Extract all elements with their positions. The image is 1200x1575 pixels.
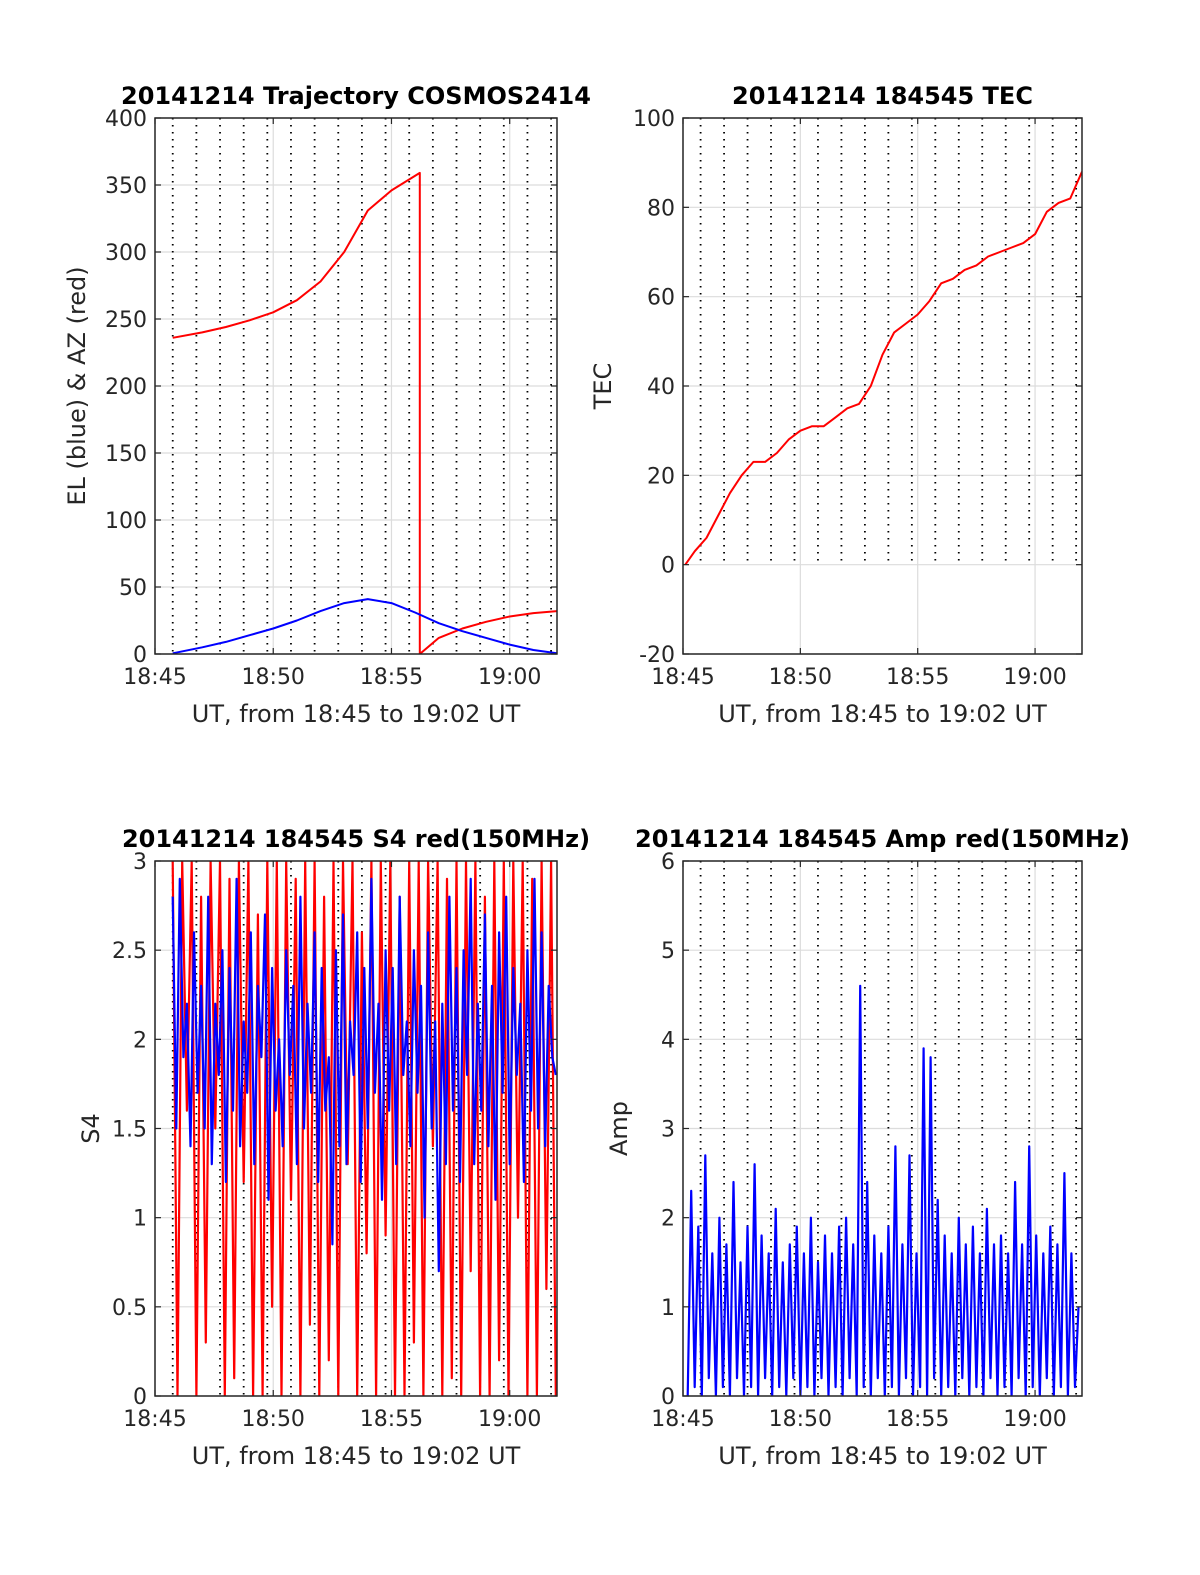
- series-line-2: [172, 598, 557, 654]
- y-tick-label: 0: [133, 1385, 147, 1410]
- panel-tec: -20 0 20 40 60 80 100 18:45 18:50 18:55 19:00 20141…: [589, 82, 1083, 728]
- panel-amp: 0 1 2 3 4 5 6 18:45 18:50 18:55 19:00 20141214 1845…: [605, 825, 1130, 1470]
- y-tick-label: 0.5: [112, 1296, 147, 1321]
- y-tick-label: 100: [633, 107, 675, 132]
- y-tick-label: 2: [661, 1207, 675, 1232]
- panel-trajectory: 0 50 100 150 200 250 300 350 400 18:45 18:50 18:55 1…: [63, 82, 591, 728]
- y-tick-label: 80: [647, 196, 675, 221]
- chart-title: 20141214 Trajectory COSMOS2414: [121, 82, 591, 110]
- y-axis-label: TEC: [589, 363, 617, 411]
- x-tick-label: 18:55: [886, 665, 949, 690]
- y-tick-label: 20: [647, 464, 675, 489]
- x-tick-label: 18:55: [360, 665, 423, 690]
- y-tick-label: 200: [105, 375, 147, 400]
- panel-s4: 0 0.5 1 1.5 2 2.5 3 18:45 18:50 18:55 19:00 2014121…: [77, 825, 590, 1470]
- series-line-1: [172, 171, 557, 654]
- y-tick-label: 0: [661, 554, 675, 579]
- y-tick-label: 50: [119, 576, 147, 601]
- chart-title: 20141214 184545 Amp red(150MHz): [635, 825, 1130, 853]
- series-line-2: [171, 877, 557, 1273]
- x-tick-label: 18:45: [123, 665, 186, 690]
- y-tick-label: 40: [647, 375, 675, 400]
- x-tick-label: 18:45: [651, 665, 714, 690]
- x-tick-label: 18:50: [769, 665, 832, 690]
- y-tick-label: 5: [661, 939, 675, 964]
- y-tick-label: 1.5: [112, 1118, 147, 1143]
- y-tick-label: 2: [133, 1028, 147, 1053]
- y-tick-label: 150: [105, 442, 147, 467]
- series-line-1: [684, 171, 1082, 566]
- x-tick-label: 19:00: [1003, 1407, 1066, 1432]
- y-tick-label: 100: [105, 509, 147, 534]
- y-tick-label: 6: [661, 850, 675, 875]
- x-tick-label: 18:45: [123, 1407, 186, 1432]
- chart-title: 20141214 184545 TEC: [732, 82, 1033, 110]
- x-axis-label: UT, from 18:45 to 19:02 UT: [192, 700, 521, 728]
- y-axis-label: S4: [77, 1113, 105, 1144]
- x-axis-label: UT, from 18:45 to 19:02 UT: [718, 700, 1047, 728]
- y-tick-label: 60: [647, 286, 675, 311]
- x-axis-label: UT, from 18:45 to 19:02 UT: [718, 1442, 1047, 1470]
- y-tick-label: 4: [661, 1028, 675, 1053]
- y-tick-label: 1: [133, 1207, 147, 1232]
- x-tick-label: 18:55: [886, 1407, 949, 1432]
- x-tick-label: 18:55: [360, 1407, 423, 1432]
- series-line-1: [686, 984, 1080, 1396]
- y-axis-label: EL (blue) & AZ (red): [63, 266, 91, 505]
- series-line-1: [171, 861, 557, 1396]
- y-tick-label: 3: [133, 850, 147, 875]
- chart-title: 20141214 184545 S4 red(150MHz): [122, 825, 590, 853]
- y-axis-label: Amp: [605, 1101, 633, 1156]
- x-tick-label: 19:00: [478, 1407, 541, 1432]
- y-tick-label: 3: [661, 1118, 675, 1143]
- x-tick-label: 18:50: [242, 1407, 305, 1432]
- y-tick-label: 300: [105, 241, 147, 266]
- y-tick-label: 0: [133, 643, 147, 668]
- y-tick-label: 400: [105, 107, 147, 132]
- x-tick-label: 18:50: [769, 1407, 832, 1432]
- x-tick-label: 19:00: [1003, 665, 1066, 690]
- y-tick-label: 2.5: [112, 939, 147, 964]
- y-tick-label: 0: [661, 1385, 675, 1410]
- x-tick-label: 18:45: [651, 1407, 714, 1432]
- y-tick-label: -20: [639, 643, 675, 668]
- x-tick-label: 19:00: [478, 665, 541, 690]
- y-tick-label: 1: [661, 1296, 675, 1321]
- x-axis-label: UT, from 18:45 to 19:02 UT: [192, 1442, 521, 1470]
- x-tick-label: 18:50: [242, 665, 305, 690]
- y-tick-label: 250: [105, 308, 147, 333]
- y-tick-label: 350: [105, 174, 147, 199]
